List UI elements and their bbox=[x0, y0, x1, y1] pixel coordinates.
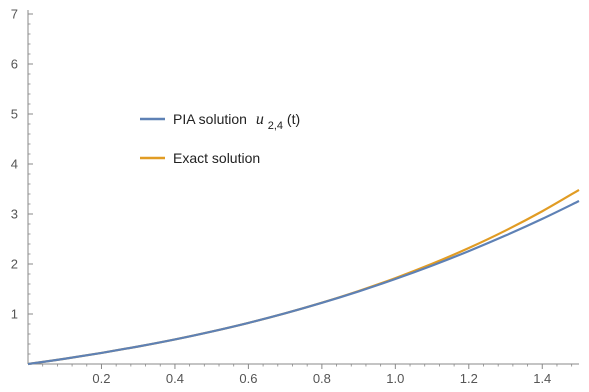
y-tick-label: 6 bbox=[11, 57, 18, 72]
series-line-exact bbox=[27, 188, 580, 366]
series-line-pia bbox=[27, 200, 580, 366]
y-tick-label: 4 bbox=[11, 157, 18, 172]
y-tick-label: 5 bbox=[11, 107, 18, 122]
y-tick-label: 2 bbox=[11, 257, 18, 272]
x-tick-label: 0.2 bbox=[92, 371, 110, 386]
x-tick-label: 0.8 bbox=[313, 371, 331, 386]
ticks: 0.2 0.4 0.6 0.8 1.0 1.2 1.4 1 2 3 4 5 6 7 bbox=[11, 7, 573, 386]
x-tick-label: 1.4 bbox=[533, 371, 551, 386]
series-group bbox=[27, 188, 580, 366]
y-tick-label: 3 bbox=[11, 207, 18, 222]
y-tick-label: 7 bbox=[11, 7, 18, 22]
axes bbox=[27, 10, 579, 365]
legend-label-pia: PIA solution u 2,4 (t) bbox=[173, 111, 300, 132]
x-tick-label: 0.4 bbox=[166, 371, 184, 386]
x-tick-label: 1.2 bbox=[460, 371, 478, 386]
legend: PIA solution u 2,4 (t) Exact solution bbox=[140, 111, 300, 166]
x-tick-label: 0.6 bbox=[239, 371, 257, 386]
x-tick-label: 1.0 bbox=[386, 371, 404, 386]
legend-label-exact: Exact solution bbox=[173, 150, 260, 166]
y-tick-label: 1 bbox=[11, 307, 18, 322]
